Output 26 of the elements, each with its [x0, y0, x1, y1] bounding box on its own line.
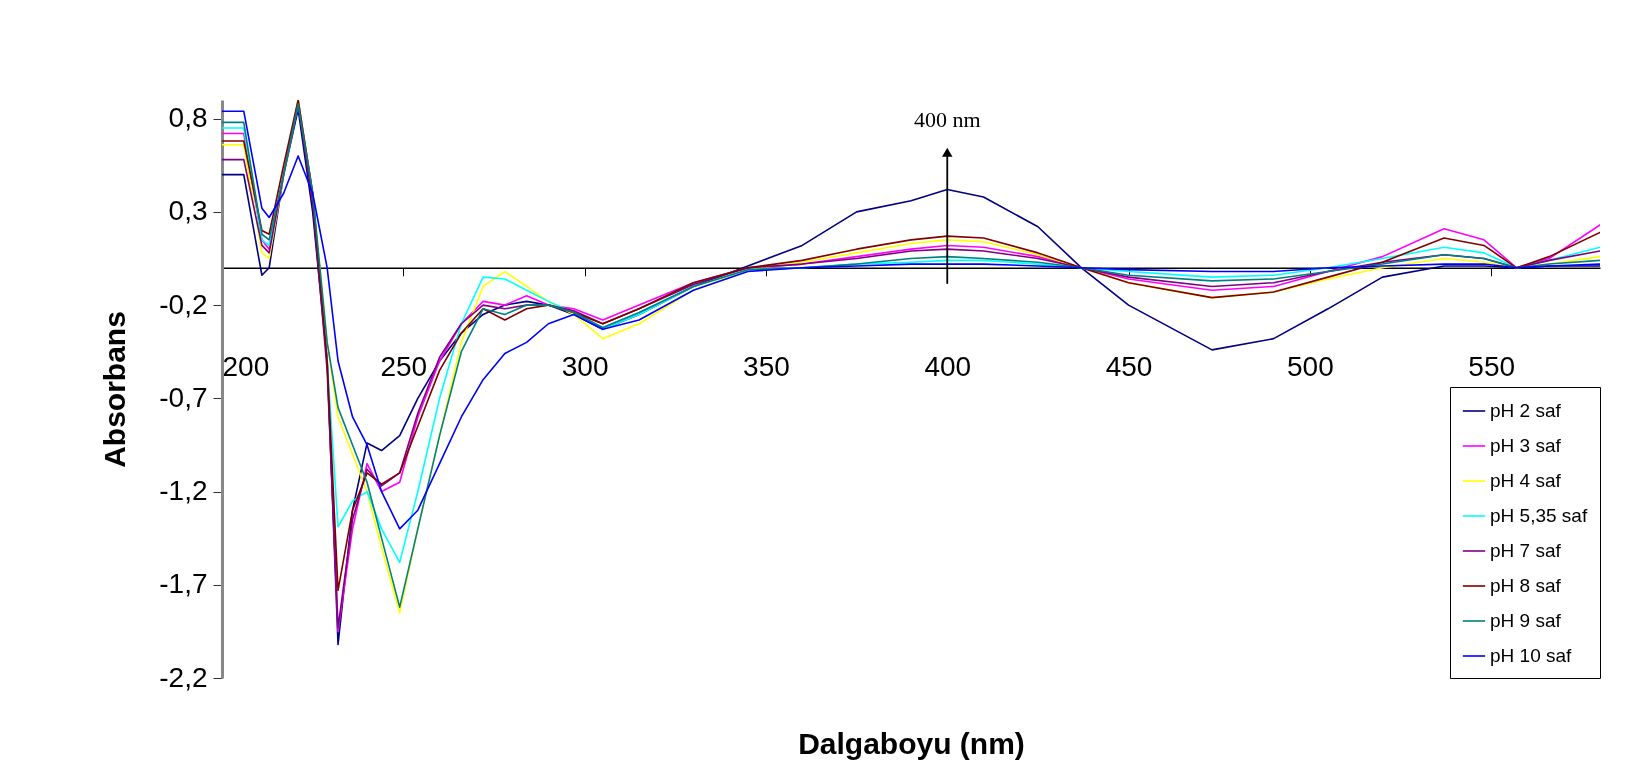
x-tick-label: 300	[561, 351, 609, 383]
y-tick-label: -1,7	[159, 568, 208, 600]
x-tick-label: 500	[1287, 351, 1334, 383]
legend-label: pH 3 saf	[1490, 435, 1562, 456]
legend-label: pH 10 saf	[1490, 645, 1573, 666]
x-tick-label: 350	[743, 351, 790, 383]
x-tick-label: 450	[1105, 351, 1153, 383]
x-tick-label: 250	[380, 351, 428, 383]
y-tick-label: 0,8	[168, 102, 208, 134]
annotation: 400 nm	[913, 107, 981, 133]
legend-label: pH 7 saf	[1490, 540, 1562, 561]
y-tick-label: -1,2	[159, 475, 208, 507]
legend-label: pH 2 saf	[1490, 400, 1562, 421]
legend-label: pH 4 saf	[1490, 470, 1562, 491]
legend-label: pH 5,35 saf	[1490, 505, 1588, 526]
x-tick-label: 400	[924, 351, 972, 383]
y-tick-label: -2,2	[159, 661, 208, 693]
y-tick-label: 0,3	[168, 195, 208, 227]
x-tick-label: 550	[1468, 351, 1516, 383]
x-tick-label: 200	[222, 351, 270, 383]
y-tick-label: -0,7	[159, 381, 208, 413]
y-axis-title: Absorbans	[98, 311, 132, 468]
y-tick-label: -0,2	[159, 288, 208, 320]
legend-label: pH 9 saf	[1490, 610, 1562, 631]
x-axis-title: Dalgaboyu (nm)	[798, 726, 1025, 760]
legend-label: pH 8 saf	[1490, 575, 1562, 596]
